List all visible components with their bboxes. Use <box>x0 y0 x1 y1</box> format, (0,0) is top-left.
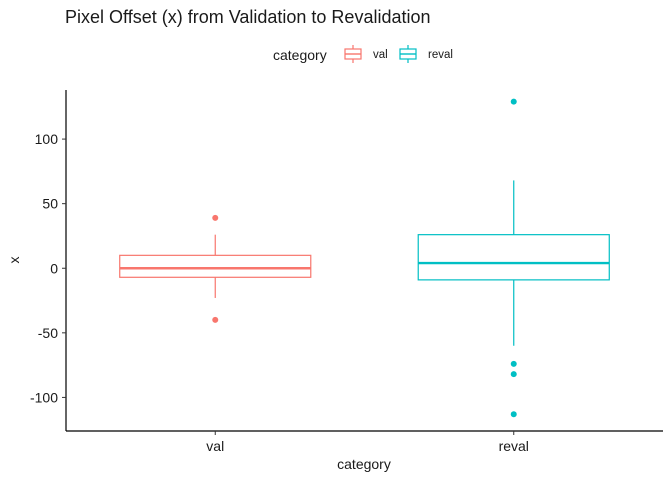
legend-label-val: val <box>373 49 388 61</box>
outlier-point <box>212 214 219 221</box>
chart-title: Pixel Offset (x) from Validation to Reva… <box>65 7 431 27</box>
plot-area <box>119 98 610 418</box>
outlier-point <box>510 360 517 367</box>
y-tick-label: -100 <box>30 389 58 405</box>
x-tick-label: reval <box>499 438 529 454</box>
outlier-point <box>510 371 517 378</box>
outlier-point <box>212 316 219 323</box>
y-tick-label: -50 <box>38 325 58 341</box>
x-axis-title: category <box>337 456 391 472</box>
y-tick-label: 100 <box>35 131 59 147</box>
legend-label-reval: reval <box>428 49 453 61</box>
boxplot-reval <box>417 98 610 418</box>
legend-key-val <box>344 45 362 63</box>
legend: category val reval <box>273 45 453 63</box>
box <box>119 254 312 278</box>
boxplot-val <box>119 214 312 323</box>
box <box>417 234 610 281</box>
x-tick-label: val <box>206 438 224 454</box>
legend-key-reval <box>399 45 417 63</box>
outlier-point <box>510 411 517 418</box>
y-tick-label: 0 <box>50 260 58 276</box>
y-axis-title: x <box>6 257 22 264</box>
legend-title: category <box>273 47 327 63</box>
y-tick-label: 50 <box>42 196 58 212</box>
outlier-point <box>510 98 517 105</box>
